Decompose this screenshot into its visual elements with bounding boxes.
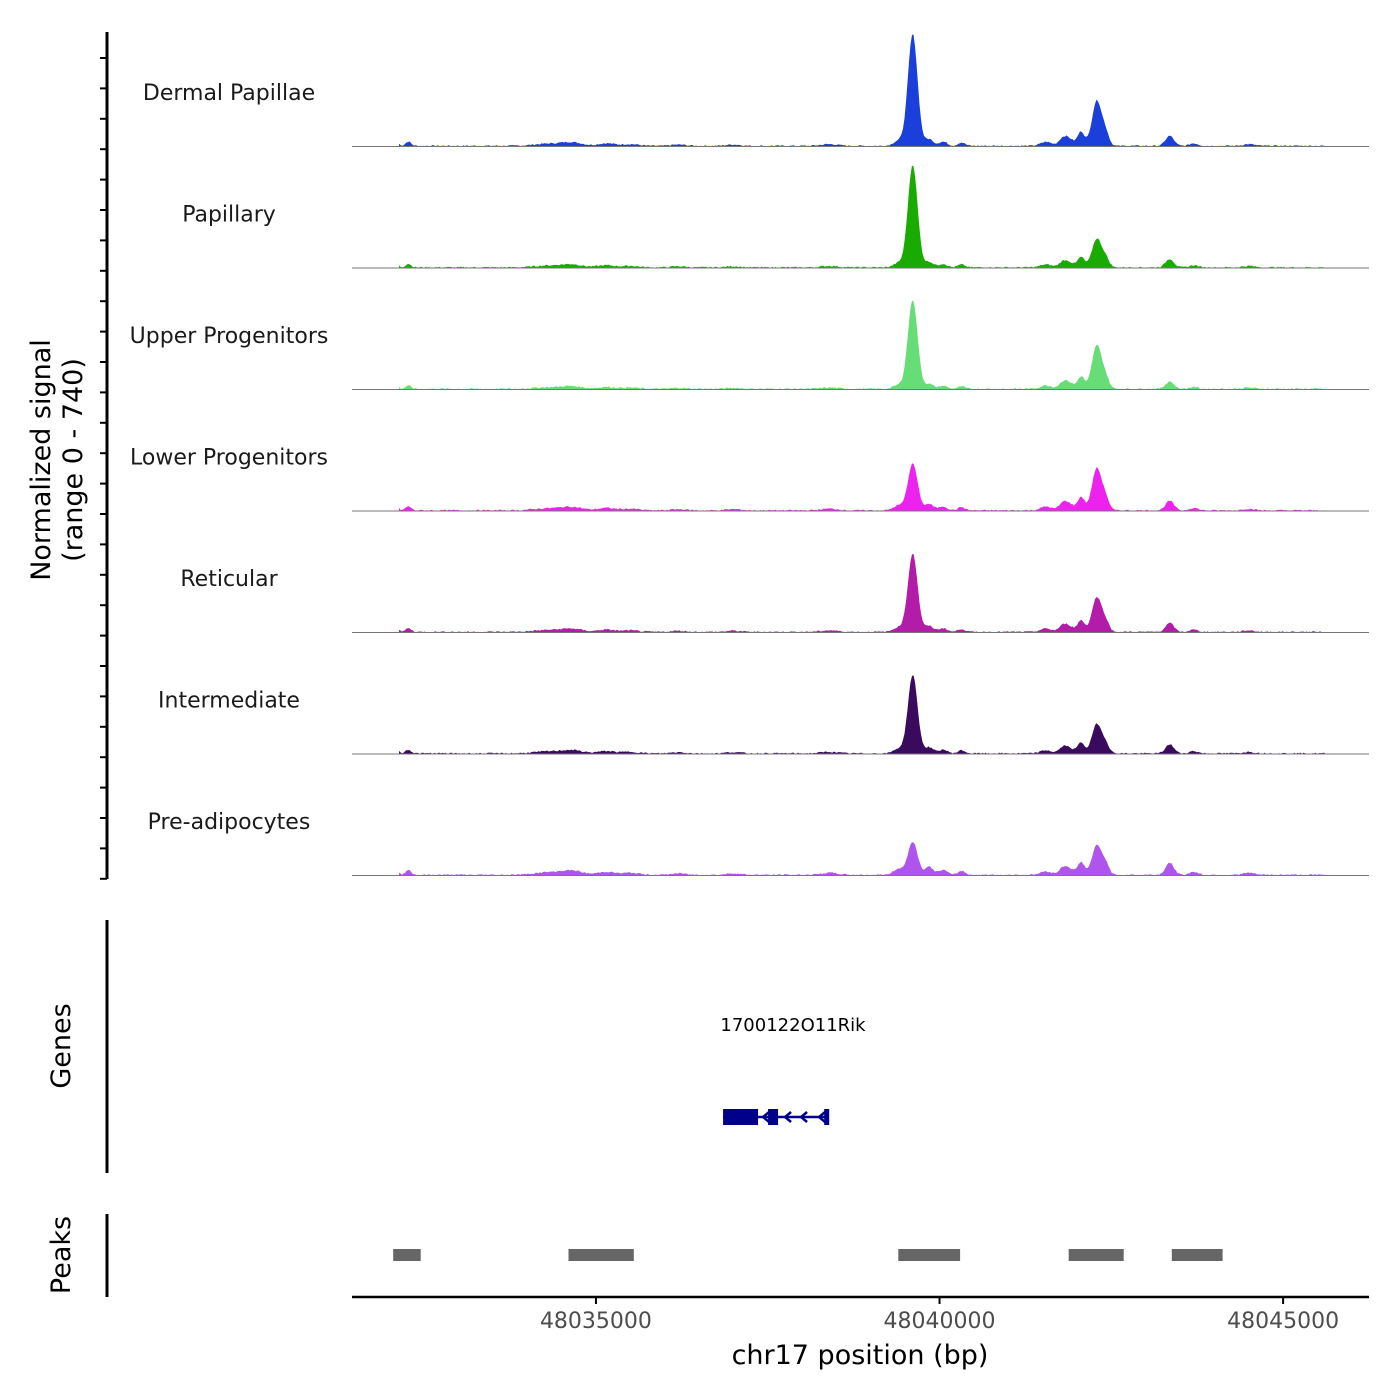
peak-region	[1171, 1249, 1223, 1261]
gene-name-label: 1700122O11Rik	[720, 1015, 866, 1036]
strand-arrow	[799, 1111, 808, 1123]
track-label: Dermal Papillae	[143, 81, 315, 106]
gene-exon	[824, 1109, 830, 1125]
strand-arrow	[817, 1111, 826, 1123]
track-reticular: Reticular	[180, 554, 1369, 633]
gene-exon	[723, 1109, 759, 1125]
peak-region	[568, 1249, 634, 1261]
signal-area	[399, 34, 1325, 147]
peak-region	[1068, 1249, 1124, 1261]
y-axis-label: Normalized signal	[26, 339, 57, 581]
track-label: Upper Progenitors	[130, 324, 329, 349]
peak-region	[898, 1249, 961, 1261]
track-label: Intermediate	[158, 689, 300, 714]
track-label: Papillary	[182, 203, 276, 228]
peaks-track	[393, 1249, 1223, 1261]
track-papillary: Papillary	[182, 165, 1369, 269]
signal-area	[399, 842, 1325, 876]
x-tick-label: 48040000	[884, 1309, 996, 1334]
signal-area	[399, 463, 1325, 511]
signal-area	[399, 300, 1325, 390]
x-axis-ticks: 48035000 48040000 48045000	[540, 1297, 1339, 1334]
x-tick-label: 48045000	[1227, 1309, 1339, 1334]
track-lower-progenitors: Lower Progenitors	[130, 446, 1369, 512]
coverage-tracks: Dermal Papillae Papillary Upper Progenitor…	[130, 34, 1369, 876]
track-pre-adipocytes: Pre-adipocytes	[148, 810, 1369, 876]
track-label: Reticular	[180, 567, 278, 592]
track-dermal-papillae: Dermal Papillae	[143, 34, 1369, 147]
gene-exon	[768, 1109, 779, 1125]
signal-area	[399, 165, 1325, 268]
strand-arrow	[783, 1111, 792, 1123]
track-label: Lower Progenitors	[130, 446, 328, 471]
x-axis-label: chr17 position (bp)	[732, 1340, 989, 1371]
peaks-label: Peaks	[46, 1216, 77, 1294]
signal-area	[399, 554, 1325, 633]
track-label: Pre-adipocytes	[148, 810, 311, 835]
peak-region	[393, 1249, 421, 1261]
strand-arrow	[761, 1111, 770, 1123]
track-intermediate: Intermediate	[158, 675, 1369, 755]
y-axis-range-label: (range 0 - 740)	[58, 358, 89, 562]
genes-label: Genes	[46, 1003, 77, 1088]
gene-model	[723, 1109, 830, 1125]
track-upper-progenitors: Upper Progenitors	[130, 300, 1369, 390]
signal-area	[399, 675, 1325, 754]
coverage-y-axis	[100, 32, 109, 880]
x-tick-label: 48035000	[540, 1309, 652, 1334]
